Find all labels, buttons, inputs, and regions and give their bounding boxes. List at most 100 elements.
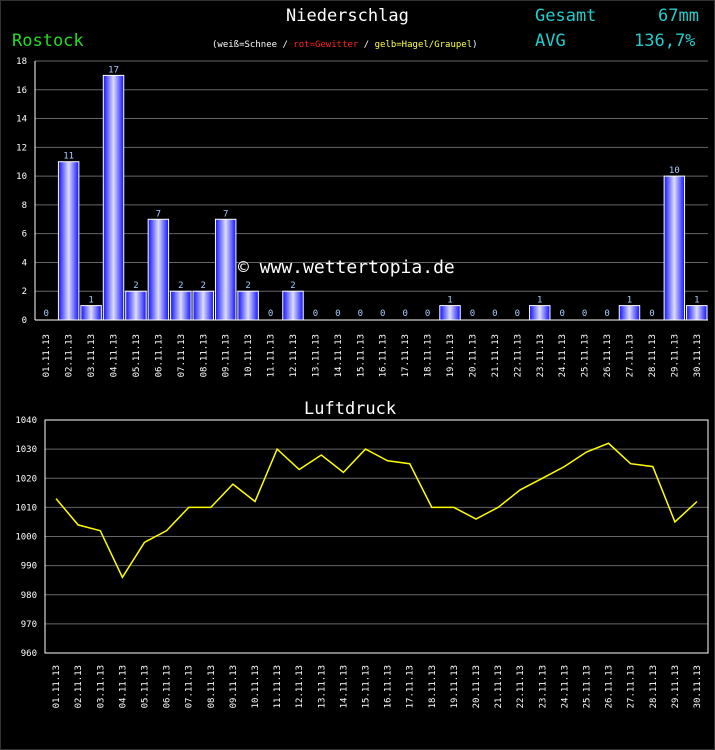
line-x-tick-label: 23.11.13	[538, 665, 548, 708]
precipitation-title: Niederschlag	[286, 6, 409, 26]
bar-y-tick-label: 12	[16, 143, 27, 153]
precip-bar-value: 0	[649, 309, 654, 319]
pressure-series-line	[55, 442, 698, 579]
line-x-tick-label: 12.11.13	[295, 665, 305, 708]
precip-bar	[663, 175, 686, 321]
line-x-tick-label: 10.11.13	[251, 665, 261, 708]
precip-bar-value: 11	[63, 152, 74, 162]
line-plot-border	[44, 419, 709, 654]
bar-y-tick-label: 8	[22, 201, 27, 211]
line-x-tick-label: 25.11.13	[582, 665, 592, 708]
precip-bar-value: 0	[604, 309, 609, 319]
precip-bar-value: 0	[380, 309, 385, 319]
line-x-tick-label: 09.11.13	[229, 665, 239, 708]
line-x-tick-label: 28.11.13	[649, 665, 659, 708]
bar-x-tick-label: 01.11.13	[42, 334, 52, 377]
precip-bar	[529, 305, 551, 321]
line-y-tick-label: 980	[21, 591, 37, 601]
line-x-tick-label: 24.11.13	[560, 665, 570, 708]
precip-bar-value: 0	[470, 309, 475, 319]
bar-x-tick-label: 14.11.13	[334, 334, 344, 377]
line-x-tick-label: 21.11.13	[494, 665, 504, 708]
bar-x-tick-label: 22.11.13	[513, 334, 523, 377]
bar-x-tick-label: 05.11.13	[132, 334, 142, 377]
bar-x-tick-label: 06.11.13	[154, 334, 164, 377]
precip-bar-value: 2	[201, 281, 206, 291]
bar-x-tick-label: 08.11.13	[199, 334, 209, 377]
precip-bar-value: 0	[559, 309, 564, 319]
bar-x-tick-label: 27.11.13	[625, 334, 635, 377]
bar-x-tick-label: 23.11.13	[536, 334, 546, 377]
line-x-tick-label: 13.11.13	[317, 665, 327, 708]
precipitation-bar-chart: 024681012141618001.11.131102.11.13103.11…	[16, 57, 708, 377]
bar-x-tick-label: 21.11.13	[491, 334, 501, 377]
bar-x-tick-label: 24.11.13	[558, 334, 568, 377]
precip-bar	[102, 74, 125, 321]
line-x-tick-label: 03.11.13	[96, 665, 106, 708]
bar-x-tick-label: 02.11.13	[65, 334, 75, 377]
precip-bar-value: 0	[492, 309, 497, 319]
bar-x-tick-label: 28.11.13	[648, 334, 658, 377]
precip-bar-value: 2	[290, 281, 295, 291]
precip-bar-value: 1	[694, 296, 699, 306]
precip-bar-value: 0	[44, 309, 49, 319]
bar-y-tick-label: 0	[22, 316, 27, 326]
line-x-tick-label: 05.11.13	[140, 665, 150, 708]
line-x-tick-label: 26.11.13	[605, 665, 615, 708]
line-x-tick-label: 02.11.13	[74, 665, 84, 708]
precip-bar	[214, 218, 237, 321]
avg-label: AVG	[535, 31, 566, 51]
line-x-tick-label: 27.11.13	[627, 665, 637, 708]
precip-bar-value: 0	[335, 309, 340, 319]
line-y-tick-label: 1000	[15, 533, 37, 543]
city-label: Rostock	[12, 31, 84, 51]
legend-thunder: rot=Gewitter	[293, 40, 359, 50]
legend-close: )	[472, 40, 478, 50]
precip-bar-value: 0	[313, 309, 318, 319]
pressure-title: Luftdruck	[304, 399, 397, 419]
bar-x-tick-label: 30.11.13	[693, 334, 703, 377]
line-x-tick-label: 30.11.13	[693, 665, 703, 708]
precip-bar	[57, 161, 80, 321]
precip-bar-value: 0	[515, 309, 520, 319]
bar-x-tick-label: 03.11.13	[87, 334, 97, 377]
line-x-tick-label: 20.11.13	[472, 665, 482, 708]
bar-x-tick-label: 18.11.13	[424, 334, 434, 377]
precip-bar-value: 17	[108, 65, 119, 75]
line-x-tick-label: 06.11.13	[163, 665, 173, 708]
bar-x-tick-label: 29.11.13	[670, 334, 680, 377]
bar-x-tick-label: 04.11.13	[110, 334, 120, 377]
pressure-line-chart: 960 970 980 990 1000 1010 1020 1030 1040 01.11.13…	[15, 416, 709, 708]
bar-y-tick-label: 16	[16, 86, 27, 96]
bar-x-tick-label: 07.11.13	[177, 334, 187, 377]
precip-bar-value: 0	[582, 309, 587, 319]
line-x-tick-label: 15.11.13	[361, 665, 371, 708]
precip-bar-value: 0	[358, 309, 363, 319]
precip-bar	[192, 290, 214, 321]
line-x-tick-label: 17.11.13	[406, 665, 416, 708]
line-y-tick-label: 1010	[15, 503, 37, 513]
precip-bar-value: 1	[627, 296, 632, 306]
line-x-tick-label: 11.11.13	[273, 665, 283, 708]
precip-bar-value: 1	[88, 296, 93, 306]
bar-x-tick-label: 17.11.13	[401, 334, 411, 377]
line-x-tick-label: 29.11.13	[671, 665, 681, 708]
bar-x-tick-label: 20.11.13	[468, 334, 478, 377]
line-y-tick-label: 1040	[15, 416, 37, 426]
precip-bar-value: 10	[669, 166, 680, 176]
bar-y-tick-label: 10	[16, 172, 27, 182]
bar-x-tick-label: 11.11.13	[267, 334, 277, 377]
bar-x-tick-label: 13.11.13	[311, 334, 321, 377]
line-x-tick-label: 16.11.13	[384, 665, 394, 708]
watermark: © www.wettertopia.de	[238, 257, 455, 278]
precip-bar-value: 2	[178, 281, 183, 291]
bar-x-tick-label: 16.11.13	[379, 334, 389, 377]
bar-x-tick-label: 10.11.13	[244, 334, 254, 377]
precipitation-legend: (weiß=Schnee / rot=Gewitter / gelb=Hagel…	[212, 40, 478, 50]
line-x-tick-label: 14.11.13	[339, 665, 349, 708]
precip-bar	[80, 305, 102, 321]
line-x-tick-label: 04.11.13	[118, 665, 128, 708]
precip-bar-value: 0	[268, 309, 273, 319]
precip-bar	[147, 218, 170, 321]
